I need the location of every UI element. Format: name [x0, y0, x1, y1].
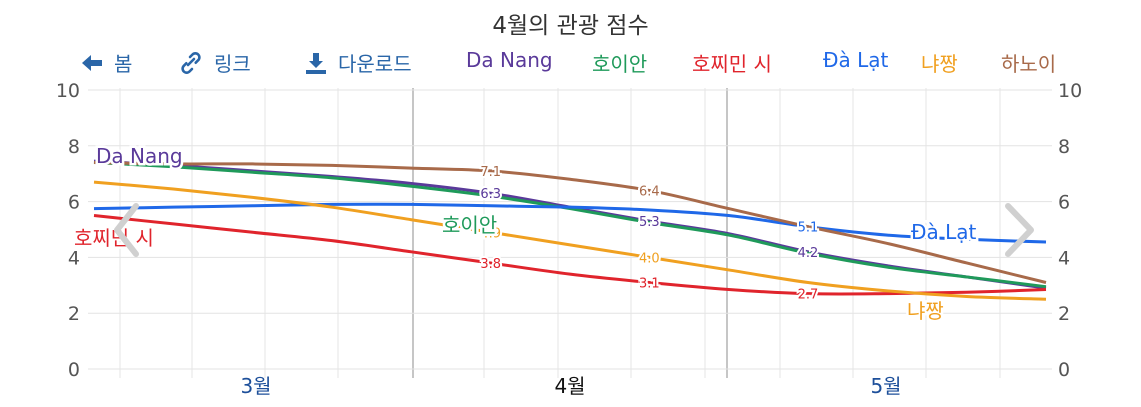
series-line-5: [93, 161, 1047, 284]
series-end-label-4: 냐짱: [907, 299, 944, 323]
series-end-label-2: 호이안: [442, 213, 497, 237]
y-tick-right-6: 6: [1058, 192, 1070, 214]
data-label-10: 2.7: [798, 288, 819, 303]
data-label-6: 4.0: [639, 251, 660, 266]
y-tick-right-2: 2: [1058, 303, 1070, 325]
back-label: 봄: [114, 52, 133, 76]
chevron-left-icon[interactable]: [112, 203, 140, 257]
y-tick-right-10: 10: [1058, 80, 1082, 102]
data-label-7: 3.1: [639, 277, 660, 292]
y-tick-right-0: 0: [1058, 359, 1070, 381]
y-tick-left-0: 0: [68, 359, 80, 381]
chevron-right-icon[interactable]: [1003, 203, 1037, 257]
chart-title: 4월의 관광 점수: [492, 13, 649, 39]
legend-item-da-nang[interactable]: Da Nang: [466, 48, 553, 72]
data-label-2: 4.9: [480, 226, 501, 241]
y-tick-left-6: 6: [68, 192, 80, 214]
link-label: 링크: [214, 52, 251, 76]
series-end-label-0: Da Nang: [96, 144, 183, 168]
y-tick-left-8: 8: [68, 136, 80, 158]
series-end-label-3: Đà Lạt: [911, 220, 977, 244]
y-tick-left-10: 10: [56, 80, 80, 102]
series-end-label-1: 호찌민 시: [74, 226, 154, 250]
y-tick-left-2: 2: [68, 303, 80, 325]
legend-item-ha-noi[interactable]: 하노이: [1001, 52, 1057, 76]
link-button[interactable]: 링크: [178, 48, 251, 77]
download-label: 다운로드: [338, 52, 412, 76]
x-tick-1: 4월: [554, 374, 585, 398]
data-label-1: 6.3: [480, 187, 501, 202]
legend-item-hoi-an[interactable]: 호이안: [592, 52, 648, 76]
data-label-4: 6.4: [639, 184, 660, 199]
y-tick-right-4: 4: [1058, 247, 1070, 269]
data-label-5: 5.3: [639, 215, 660, 230]
arrow-left-icon: [82, 54, 102, 71]
download-icon: [306, 52, 326, 74]
data-label-0: 7.1: [480, 165, 501, 180]
series-line-2: [93, 214, 1047, 296]
link-icon: [181, 51, 201, 74]
y-tick-left-4: 4: [68, 247, 80, 269]
series-line-1: [93, 161, 1047, 289]
data-label-8: 5.1: [798, 221, 819, 236]
toolbar: 봄 링크 다운로드 Da Nang 호이안 호찌민 시 Đà Lạt 냐짱 하노…: [0, 48, 1141, 78]
legend-item-nha-trang[interactable]: 냐짱: [921, 52, 958, 76]
data-label-3: 3.8: [480, 257, 501, 272]
x-tick-0: 3월: [240, 374, 271, 398]
back-button[interactable]: 봄: [80, 48, 132, 77]
legend-item-da-lat[interactable]: Đà Lạt: [823, 48, 889, 72]
download-button[interactable]: 다운로드: [304, 48, 412, 77]
series-line-3: [93, 202, 1047, 244]
legend-item-ho-chi-minh[interactable]: 호찌민 시: [692, 52, 772, 76]
x-tick-2: 5월: [870, 374, 901, 398]
y-tick-right-8: 8: [1058, 136, 1070, 158]
series-line-4: [93, 180, 1047, 301]
data-label-9: 4.2: [798, 246, 819, 261]
